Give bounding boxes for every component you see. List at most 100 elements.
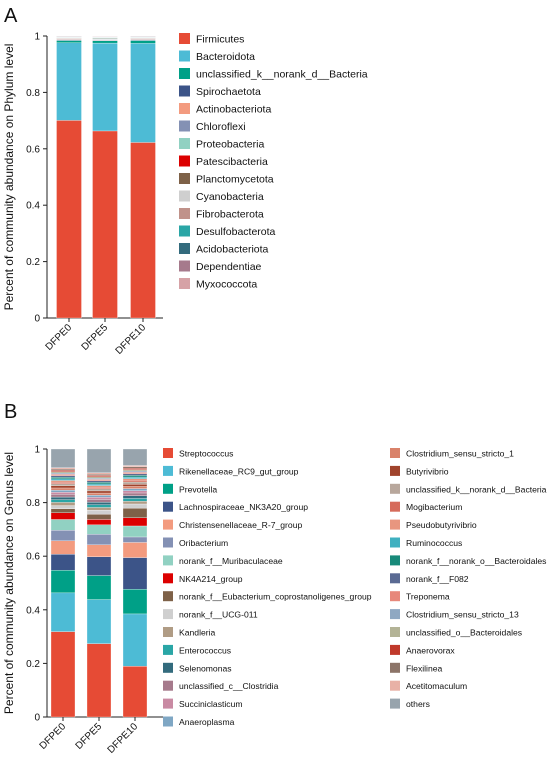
bar-segment-dfpe5-6 xyxy=(86,524,112,535)
legend-label: Christensenellaceae_R-7_group xyxy=(179,520,302,530)
legend-label: unclassified_k__norank_d__Bacteria xyxy=(406,484,547,494)
legend-label: Planctomycetota xyxy=(196,174,274,186)
legend-label: Enterococcus xyxy=(179,645,231,655)
panel-b-letter: B xyxy=(4,401,17,423)
bar-segment-dfpe0-25 xyxy=(50,472,76,475)
bar-segment-dfpe5-1 xyxy=(86,599,112,644)
bar-segment-dfpe5-15 xyxy=(86,495,112,498)
legend-swatch xyxy=(163,501,173,512)
legend-label: Flexilinea xyxy=(406,663,443,673)
bar-segment-dfpe10-5 xyxy=(122,536,148,543)
x-tick-label: DFPE5 xyxy=(80,322,111,353)
legend-label: Pseudobutyrivibrio xyxy=(406,520,477,530)
bar-segment-dfpe10-4 xyxy=(122,542,148,558)
legend-label: norank_f__Eubacterium_coprostanoligenes_… xyxy=(179,592,372,602)
y-tick-label: 0.6 xyxy=(26,552,40,563)
legend-label: Desulfobacterota xyxy=(196,226,276,238)
y-tick-label: 1 xyxy=(34,445,40,456)
bar-segment-dfpe10-1 xyxy=(130,43,156,143)
bar-segment-dfpe0-9 xyxy=(50,505,76,509)
bar-segment-dfpe10-11 xyxy=(122,498,148,502)
legend-swatch xyxy=(390,555,400,566)
y-tick-label: 0.8 xyxy=(26,498,40,509)
bar-segment-dfpe0-0 xyxy=(56,120,82,319)
legend-swatch xyxy=(163,627,173,637)
bar-segment-dfpe5-30 xyxy=(86,448,112,473)
bar-segment-dfpe10-2 xyxy=(130,40,156,44)
legend-label: Succiniclasticum xyxy=(179,699,243,709)
legend-swatch xyxy=(163,555,173,566)
bar-segment-dfpe10-2 xyxy=(122,589,148,615)
legend-swatch xyxy=(390,644,400,655)
bar-segment-dfpe0-13 xyxy=(50,494,76,498)
legend-swatch xyxy=(163,609,173,620)
bar-segment-dfpe5-17 xyxy=(86,490,112,494)
x-tick-label: DFPE10 xyxy=(106,721,141,756)
y-axis-label: Percent of community abundance on Genus … xyxy=(2,452,16,714)
legend-swatch xyxy=(179,208,190,219)
bar-segment-dfpe5-1 xyxy=(92,42,118,132)
bar-segment-dfpe5-3 xyxy=(86,556,112,576)
legend-swatch xyxy=(163,591,173,602)
x-tick-label: DFPE0 xyxy=(38,721,69,752)
legend-label: unclassified_o__Bacteroidales xyxy=(406,628,522,638)
bar-segment-dfpe5-4 xyxy=(86,544,112,557)
bar-segment-dfpe5-18 xyxy=(86,488,112,492)
bar-segment-dfpe0-4 xyxy=(50,540,76,555)
bar-segment-dfpe10-13 xyxy=(122,492,148,496)
y-tick-label: 0 xyxy=(34,314,40,325)
legend-label: others xyxy=(406,699,430,709)
bar-segment-dfpe5-28 xyxy=(86,473,112,476)
bar-segment-dfpe10-17 xyxy=(122,484,148,487)
legend-label: Myxococcota xyxy=(196,279,257,291)
bar-segment-dfpe5-24 xyxy=(86,479,112,481)
legend-swatch xyxy=(163,448,173,458)
bar-segment-dfpe5-8 xyxy=(86,513,112,520)
bar-segment-dfpe10-6 xyxy=(122,525,148,538)
y-tick-label: 0.4 xyxy=(26,201,40,212)
bar-segment-dfpe5-2 xyxy=(92,40,118,44)
legend-swatch xyxy=(163,662,173,673)
legend-label: Treponema xyxy=(406,592,450,602)
legend-swatch xyxy=(179,155,190,167)
bar-segment-dfpe10-21 xyxy=(122,476,148,479)
legend-swatch xyxy=(179,103,190,114)
y-tick-label: 0.8 xyxy=(26,88,40,99)
legend-label: Fibrobacterota xyxy=(196,209,264,221)
bar-segment-dfpe10-0 xyxy=(122,665,148,718)
bar-segment-dfpe10-14 xyxy=(122,490,148,494)
legend-label: norank_f__UCG-011 xyxy=(179,610,258,620)
bar-segment-dfpe5-23 xyxy=(86,480,112,483)
legend-swatch xyxy=(390,501,400,512)
bar-segment-dfpe0-15 xyxy=(50,489,76,493)
bar-segment-dfpe0-12 xyxy=(50,496,76,500)
legend-label: Prevotella xyxy=(179,484,217,494)
legend-label: Clostridium_sensu_stricto_13 xyxy=(406,610,519,620)
bar-segment-dfpe5-21 xyxy=(86,483,112,486)
legend-label: Mogibacterium xyxy=(406,502,462,512)
legend-label: unclassified_c__Clostridia xyxy=(179,681,279,691)
bar-segment-dfpe0-3 xyxy=(50,554,76,571)
bar-segment-dfpe0-19 xyxy=(50,481,76,484)
legend-swatch xyxy=(390,627,400,637)
legend-label: Bacteroidota xyxy=(196,51,255,63)
legend-swatch xyxy=(179,243,190,254)
bar-segment-dfpe10-22 xyxy=(122,475,148,478)
bar-segment-dfpe0-28 xyxy=(50,468,76,471)
bar-segment-dfpe5-0 xyxy=(86,643,112,718)
panel-a-letter: A xyxy=(4,5,18,27)
bar-segment-dfpe0-1 xyxy=(56,42,82,121)
bar-segment-dfpe0-2 xyxy=(56,40,82,43)
legend-label: norank_f__Muribaculaceae xyxy=(179,556,283,566)
bar-segment-dfpe10-19 xyxy=(122,480,148,483)
bar-segment-dfpe10-9 xyxy=(122,503,148,509)
legend-swatch xyxy=(179,278,190,289)
legend-label: Acetitomaculum xyxy=(406,681,467,691)
legend-swatch xyxy=(163,483,173,494)
legend-label: Actinobacteriota xyxy=(196,104,271,116)
bar-segment-dfpe10-30 xyxy=(122,448,148,466)
legend-swatch xyxy=(179,68,190,79)
legend-swatch xyxy=(163,465,173,476)
bar-segment-dfpe5-7 xyxy=(86,519,112,525)
